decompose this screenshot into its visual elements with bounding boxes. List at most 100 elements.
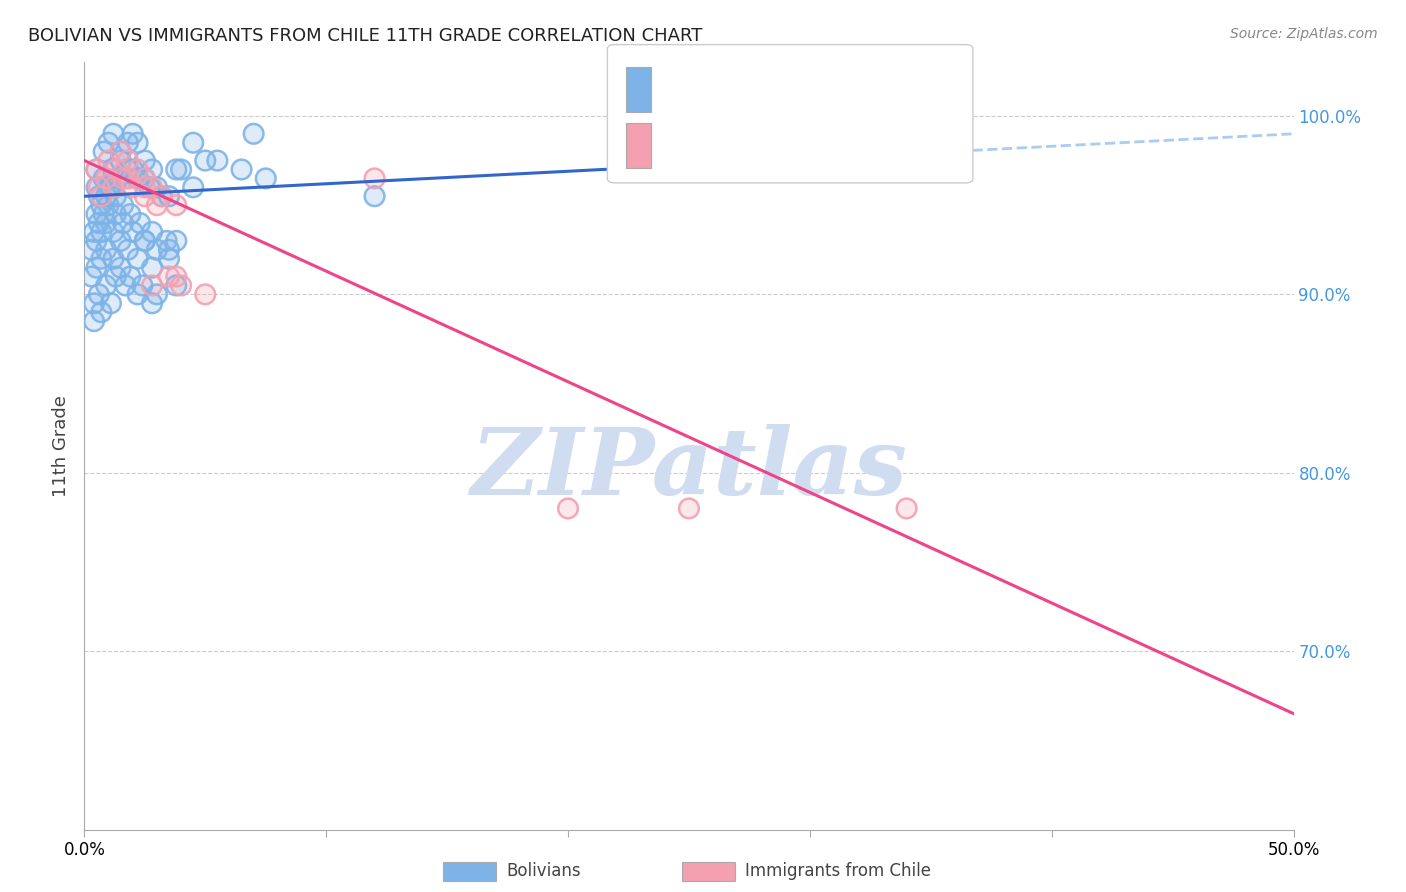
Point: [93, 207, 115, 221]
Point: [127, 252, 149, 266]
Point: [103, 162, 125, 177]
Text: BOLIVIAN VS IMMIGRANTS FROM CHILE 11TH GRADE CORRELATION CHART: BOLIVIAN VS IMMIGRANTS FROM CHILE 11TH G…: [28, 27, 703, 45]
Point: [117, 243, 139, 257]
Point: [86, 180, 108, 194]
Point: [87, 180, 110, 194]
Point: [117, 171, 139, 186]
Point: [110, 234, 132, 248]
Point: [127, 287, 149, 301]
Point: [87, 216, 110, 230]
Point: [131, 278, 153, 293]
Point: [165, 269, 187, 284]
Point: [87, 189, 110, 203]
Point: [117, 162, 139, 177]
Point: [112, 216, 135, 230]
Point: [194, 287, 217, 301]
Point: [103, 180, 125, 194]
Point: [254, 171, 277, 186]
Point: [80, 269, 103, 284]
Point: [242, 127, 264, 141]
Point: [103, 252, 125, 266]
Point: [83, 296, 105, 310]
Point: [134, 153, 156, 168]
Point: [104, 269, 127, 284]
Point: [97, 153, 120, 168]
Point: [93, 145, 115, 159]
Point: [129, 216, 152, 230]
Point: [117, 136, 139, 150]
Point: [146, 287, 169, 301]
Point: [141, 225, 163, 239]
Point: [134, 171, 156, 186]
Point: [110, 145, 132, 159]
Point: [97, 136, 120, 150]
Point: [134, 171, 156, 186]
Point: [103, 180, 125, 194]
Point: [103, 252, 125, 266]
Point: [194, 153, 217, 168]
Point: [94, 216, 117, 230]
Point: [231, 162, 253, 177]
Point: [110, 153, 132, 168]
Point: [157, 189, 180, 203]
Point: [94, 171, 117, 186]
Point: [90, 252, 112, 266]
Point: [110, 145, 132, 159]
Point: [121, 127, 143, 141]
Point: [100, 296, 122, 310]
Point: [141, 296, 163, 310]
Point: [146, 287, 169, 301]
Point: [121, 225, 143, 239]
Point: [90, 252, 112, 266]
Point: [110, 145, 132, 159]
Y-axis label: 11th Grade: 11th Grade: [52, 395, 70, 497]
Point: [157, 269, 180, 284]
Point: [83, 296, 105, 310]
Point: [86, 234, 108, 248]
Point: [141, 278, 163, 293]
Point: [181, 136, 204, 150]
Point: [678, 501, 700, 516]
Point: [141, 180, 163, 194]
Point: [103, 225, 125, 239]
Point: [104, 207, 127, 221]
Point: [107, 171, 129, 186]
Point: [157, 189, 180, 203]
Point: [141, 260, 163, 275]
Text: R =   0.143   N = 87: R = 0.143 N = 87: [661, 80, 860, 98]
Point: [150, 189, 173, 203]
Point: [87, 287, 110, 301]
Point: [134, 180, 156, 194]
Point: [363, 171, 385, 186]
Point: [90, 189, 112, 203]
Point: [121, 162, 143, 177]
Point: [104, 207, 127, 221]
Point: [94, 189, 117, 203]
Point: [242, 127, 264, 141]
Point: [141, 162, 163, 177]
Point: [86, 260, 108, 275]
Point: [110, 260, 132, 275]
Text: R = -0.640   N = 29: R = -0.640 N = 29: [661, 136, 851, 154]
Point: [97, 180, 120, 194]
Point: [117, 153, 139, 168]
Point: [146, 198, 169, 212]
Point: [83, 314, 105, 328]
Point: [231, 162, 253, 177]
Point: [86, 162, 108, 177]
Point: [150, 189, 173, 203]
Point: [165, 269, 187, 284]
Point: [170, 278, 193, 293]
Point: [896, 501, 918, 516]
Point: [155, 234, 177, 248]
Point: [129, 216, 152, 230]
Point: [114, 278, 136, 293]
Point: [165, 162, 187, 177]
Point: [134, 234, 156, 248]
Point: [138, 180, 160, 194]
Point: [157, 243, 180, 257]
Point: [146, 243, 169, 257]
Point: [97, 153, 120, 168]
Point: [127, 171, 149, 186]
Point: [121, 180, 143, 194]
